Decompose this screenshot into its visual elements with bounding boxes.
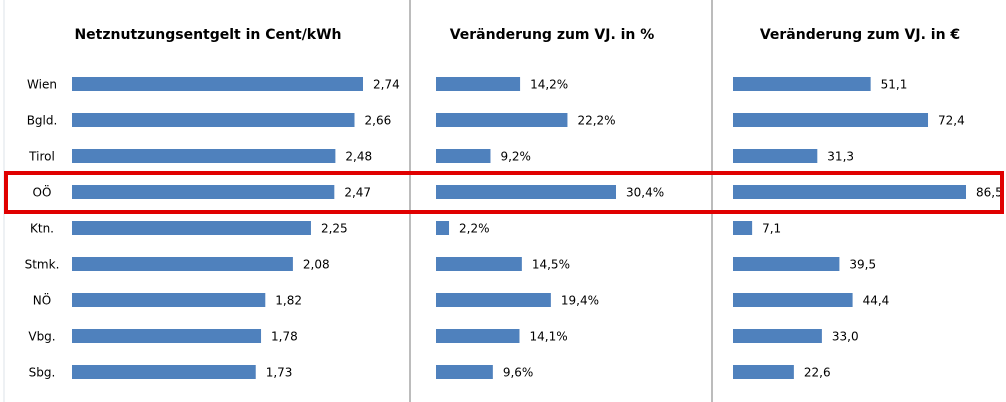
bar <box>733 365 794 379</box>
category-label: OÖ <box>33 184 52 200</box>
bar <box>72 329 262 343</box>
value-label: 22,2% <box>577 114 615 128</box>
bar <box>436 365 493 379</box>
panel-title: Netznutzungsentgelt in Cent/kWh <box>74 27 341 43</box>
value-label: 2,74 <box>373 78 400 92</box>
value-label: 30,4% <box>626 186 664 200</box>
bar <box>436 113 568 127</box>
value-label: 31,3 <box>827 150 854 164</box>
category-label: Tirol <box>28 150 55 164</box>
value-label: 1,73 <box>266 366 293 380</box>
value-label: 19,4% <box>561 294 599 308</box>
value-label: 33,0 <box>832 330 859 344</box>
bar <box>72 113 355 127</box>
value-label: 14,1% <box>529 330 567 344</box>
value-label: 14,2% <box>530 78 568 92</box>
category-label: Sbg. <box>29 366 56 380</box>
bar <box>72 257 293 271</box>
value-label: 9,6% <box>503 366 534 380</box>
bar <box>733 113 929 127</box>
value-label: 2,66 <box>365 114 392 128</box>
category-label: Wien <box>27 78 57 92</box>
bar <box>733 77 871 91</box>
category-label: Vbg. <box>28 330 55 344</box>
bar <box>72 77 363 91</box>
panels: Netznutzungsentgelt in Cent/kWh Wien 2,74 B… <box>25 27 1003 380</box>
value-label: 51,1 <box>881 78 908 92</box>
bar <box>733 185 966 199</box>
bar <box>436 329 520 343</box>
bar <box>436 149 491 163</box>
value-label: 2,25 <box>321 222 348 236</box>
panel-title: Veränderung zum VJ. in € <box>760 27 960 43</box>
category-label: Stmk. <box>25 258 60 272</box>
bar <box>733 329 822 343</box>
highlight-box <box>4 171 1004 214</box>
bar <box>436 257 522 271</box>
bar <box>436 185 616 199</box>
category-label: Ktn. <box>30 222 54 236</box>
bar <box>436 77 521 91</box>
value-label: 1,82 <box>275 294 302 308</box>
value-label: 2,2% <box>459 222 490 236</box>
category-label: Bgld. <box>27 114 58 128</box>
value-label: 9,2% <box>500 150 531 164</box>
bar <box>733 257 840 271</box>
panel-title: Veränderung zum VJ. in % <box>450 27 655 43</box>
bar <box>733 221 753 235</box>
value-label: 72,4 <box>938 114 965 128</box>
bar <box>436 293 551 307</box>
bar <box>733 293 853 307</box>
value-label: 44,4 <box>863 294 890 308</box>
bar <box>72 185 335 199</box>
value-label: 7,1 <box>762 222 781 236</box>
value-label: 1,78 <box>271 330 298 344</box>
bar <box>733 149 818 163</box>
value-label: 2,48 <box>345 150 372 164</box>
bar <box>72 221 311 235</box>
value-label: 22,6 <box>804 366 831 380</box>
value-label: 14,5% <box>532 258 570 272</box>
bar <box>72 293 266 307</box>
bar <box>72 149 336 163</box>
bar <box>436 221 450 235</box>
category-label: NÖ <box>33 292 51 308</box>
value-label: 2,47 <box>344 186 371 200</box>
value-label: 39,5 <box>849 258 876 272</box>
value-label: 2,08 <box>303 258 330 272</box>
value-label: 86,5 <box>976 186 1003 200</box>
bar <box>72 365 256 379</box>
